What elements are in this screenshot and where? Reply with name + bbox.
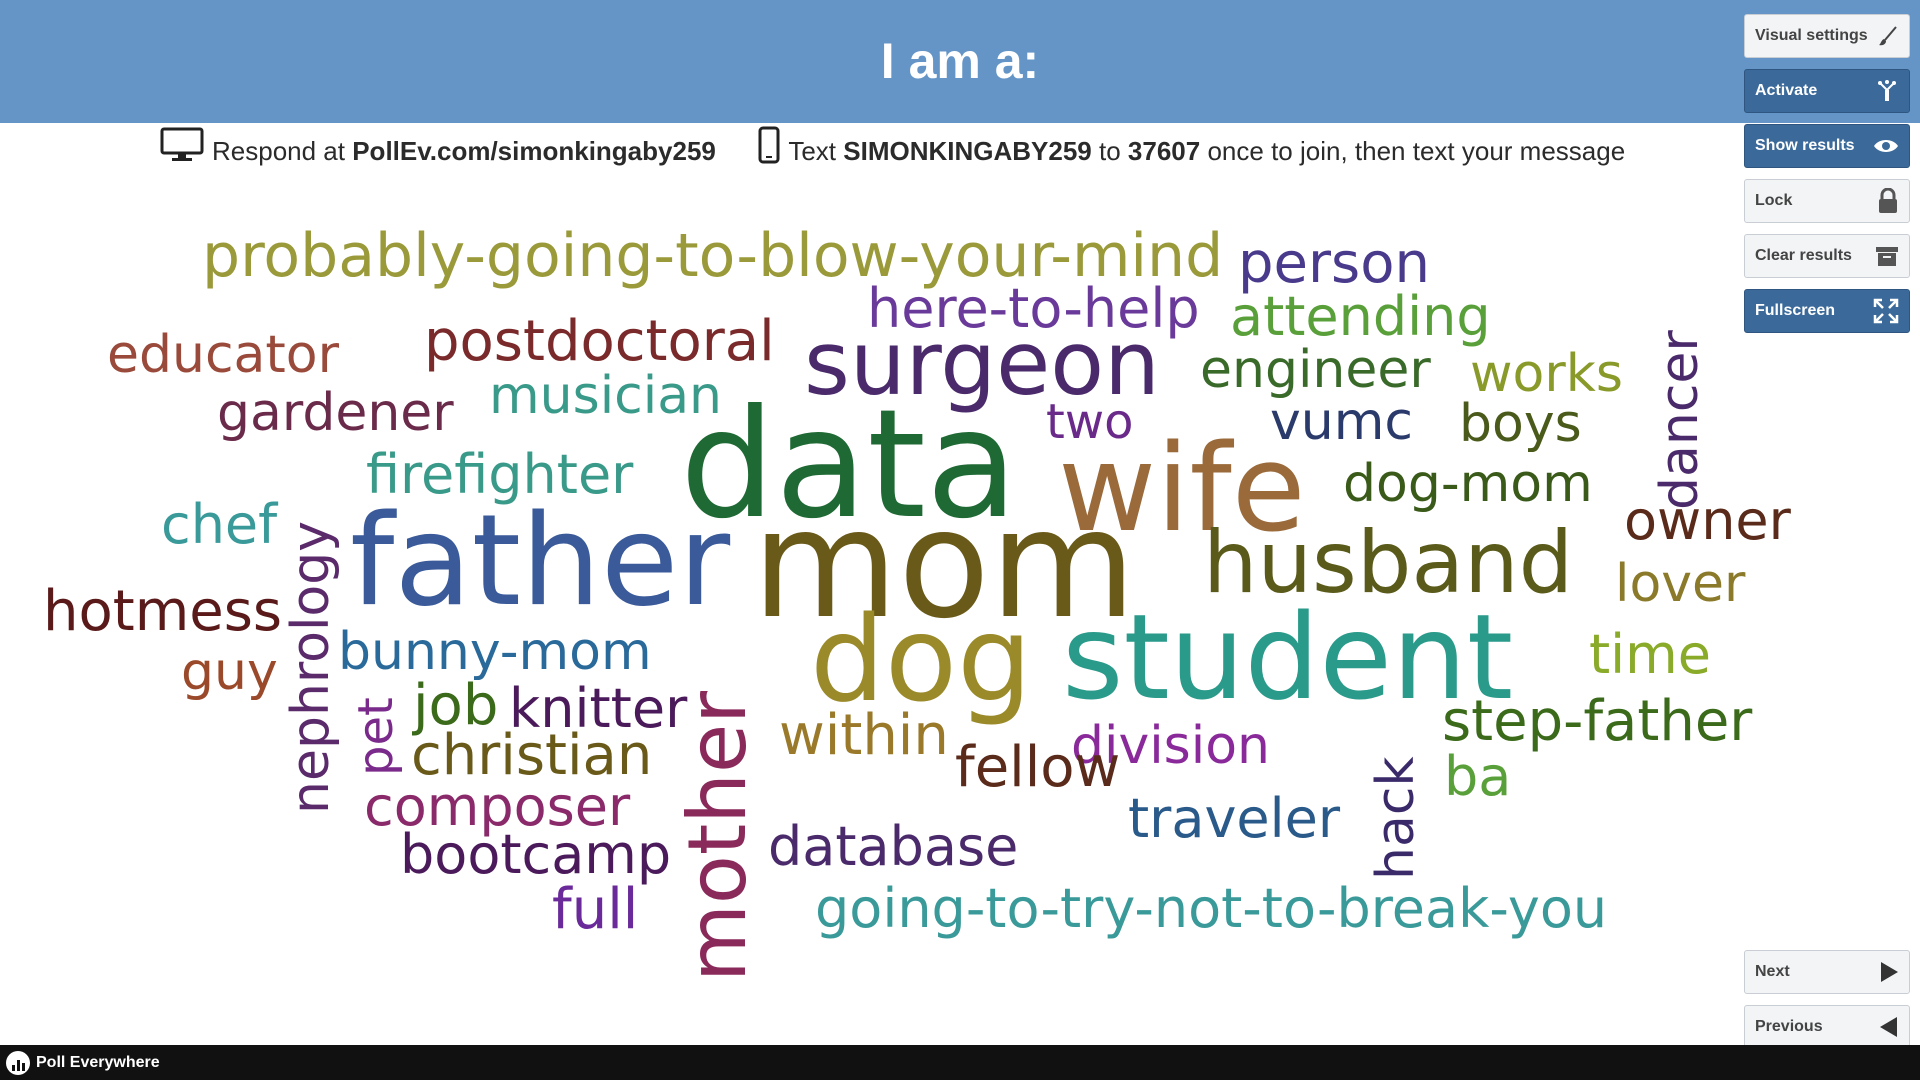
cloud-word: data — [680, 378, 1018, 552]
cloud-word: mom — [752, 478, 1137, 652]
lock-label: Lock — [1755, 192, 1793, 209]
cloud-word: attending — [1230, 285, 1491, 348]
cloud-word: musician — [489, 366, 723, 426]
cloud-word: firefighter — [366, 443, 634, 506]
cloud-word: person — [1238, 231, 1430, 296]
cloud-word: lover — [1615, 554, 1746, 614]
cloud-word: database — [768, 815, 1019, 878]
to-word: to — [1099, 136, 1121, 166]
cloud-word: dancer — [1650, 330, 1710, 510]
cloud-word: here-to-help — [867, 277, 1200, 340]
fullscreen-button[interactable]: Fullscreen — [1744, 289, 1910, 333]
cloud-word: father — [350, 487, 731, 634]
cloud-word: fellow — [955, 735, 1121, 800]
monitor-icon — [160, 127, 204, 176]
next-label: Next — [1755, 963, 1790, 980]
archive-icon — [1875, 245, 1899, 267]
cloud-word: works — [1470, 344, 1623, 404]
cloud-word: within — [779, 703, 949, 768]
show-results-button[interactable]: Show results — [1744, 124, 1910, 168]
cloud-word: ba — [1444, 745, 1512, 808]
word-cloud: probably-going-to-blow-your-mind person … — [0, 180, 1791, 1040]
cloud-word: division — [1071, 716, 1270, 776]
cloud-word: step-father — [1442, 689, 1753, 754]
cloud-word: traveler — [1128, 787, 1341, 850]
poll-header: I am a: — [0, 0, 1920, 123]
cloud-word: engineer — [1200, 340, 1431, 400]
cloud-word: wife — [1058, 420, 1306, 559]
cloud-word: two — [1046, 394, 1134, 450]
cloud-word: christian — [411, 723, 653, 788]
cloud-word: time — [1589, 623, 1712, 686]
visual-settings-button[interactable]: Visual settings — [1744, 14, 1910, 58]
expand-icon — [1873, 298, 1899, 324]
play-left-icon — [1879, 1016, 1899, 1038]
lock-icon — [1877, 188, 1899, 214]
cloud-word: gardener — [217, 383, 454, 443]
cloud-word: vumc — [1270, 392, 1413, 452]
cloud-word: surgeon — [804, 312, 1160, 415]
respond-prefix: Respond at — [212, 136, 345, 166]
show-results-label: Show results — [1755, 137, 1855, 154]
poll-title: I am a: — [880, 33, 1040, 89]
cloud-word: nephrology — [281, 520, 341, 814]
cloud-word: chef — [161, 493, 278, 556]
cloud-word: mother — [671, 690, 764, 982]
previous-button[interactable]: Previous — [1744, 1005, 1910, 1049]
activate-button[interactable]: Activate — [1744, 69, 1910, 113]
footer-bar: Poll Everywhere — [0, 1045, 1920, 1080]
previous-label: Previous — [1755, 1018, 1823, 1035]
phone-icon — [758, 126, 780, 176]
join-code: SIMONKINGABY259 — [843, 136, 1092, 166]
cloud-word: going-to-try-not-to-break-you — [815, 877, 1608, 940]
brand-name: Poll Everywhere — [36, 1053, 160, 1071]
paintbrush-icon — [1877, 25, 1899, 47]
cloud-word: bootcamp — [400, 823, 672, 886]
eye-icon — [1873, 137, 1899, 155]
next-button[interactable]: Next — [1744, 950, 1910, 994]
cloud-word: composer — [364, 775, 631, 838]
lock-button[interactable]: Lock — [1744, 179, 1910, 223]
cloud-word: dog-mom — [1343, 454, 1593, 514]
cloud-word: owner — [1624, 489, 1791, 552]
cloud-word: student — [1062, 588, 1514, 726]
cloud-word: husband — [1203, 513, 1574, 613]
cloud-word: knitter — [509, 677, 688, 740]
cloud-word: postdoctoral — [424, 309, 775, 374]
play-right-icon — [1879, 961, 1899, 983]
response-instructions: Respond at PollEv.com/simonkingaby259 Te… — [160, 126, 1745, 176]
cloud-word: pet — [348, 697, 404, 776]
cloud-word: educator — [107, 325, 339, 385]
cloud-word: guy — [181, 642, 278, 702]
cloud-word: boys — [1459, 394, 1582, 454]
cloud-word: bunny-mom — [338, 622, 652, 682]
clear-results-button[interactable]: Clear results — [1744, 234, 1910, 278]
poll-everywhere-logo-icon — [6, 1050, 30, 1075]
poll-url: PollEv.com/simonkingaby259 — [352, 136, 716, 166]
cloud-word: hack — [1366, 756, 1426, 880]
activate-label: Activate — [1755, 82, 1818, 99]
visual-settings-label: Visual settings — [1755, 27, 1868, 44]
text-prefix: Text — [788, 136, 837, 166]
cloud-word: dog — [810, 590, 1032, 728]
cloud-word: job — [413, 673, 499, 738]
instructions-suffix: once to join, then text your message — [1207, 136, 1626, 166]
clear-results-label: Clear results — [1755, 247, 1852, 264]
cloud-word: probably-going-to-blow-your-mind — [202, 221, 1224, 291]
cloud-word: hotmess — [43, 579, 283, 644]
fullscreen-label: Fullscreen — [1755, 302, 1836, 319]
broadcast-icon — [1875, 79, 1899, 103]
sms-number: 37607 — [1127, 136, 1201, 166]
cloud-word: full — [552, 877, 639, 942]
